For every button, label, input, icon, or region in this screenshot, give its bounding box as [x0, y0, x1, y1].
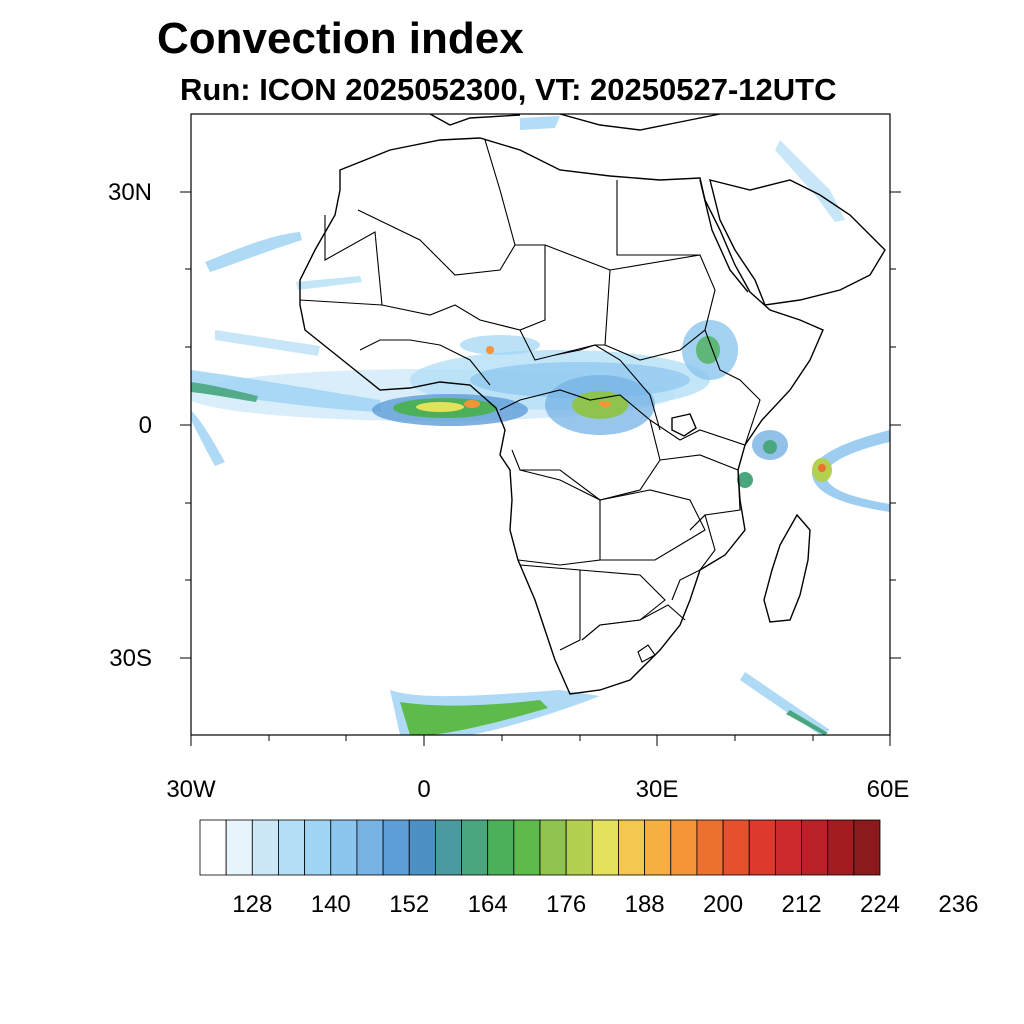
colorbar-box — [487, 819, 515, 876]
border-zambia — [599, 489, 706, 561]
border-south-africa — [581, 604, 686, 641]
colorbar-box — [330, 819, 358, 876]
colorbar-label: 188 — [625, 891, 665, 918]
colorbar-box — [565, 819, 593, 876]
convection-field — [191, 116, 890, 735]
colorbar-label: 236 — [938, 891, 978, 918]
levant-wisp — [775, 140, 845, 222]
colorbar-label: 212 — [782, 891, 822, 918]
colorbar-label: 164 — [468, 891, 508, 918]
country-borders — [299, 139, 761, 663]
colorbar-labels: 128 140 152 164 176 188 200 212 224 236 — [232, 891, 978, 918]
colorbar-box — [696, 819, 724, 876]
colorbar-box — [382, 819, 410, 876]
colorbar-box — [304, 819, 332, 876]
colorbar-box — [748, 819, 776, 876]
colorbar-box — [225, 819, 253, 876]
lat-labels: 30N 0 30S — [108, 179, 152, 672]
lon-label: 60E — [867, 776, 910, 803]
colorbar-label: 152 — [389, 891, 429, 918]
lat-label: 30S — [109, 645, 152, 672]
colorbar-box — [853, 819, 881, 876]
lon-label: 30W — [166, 776, 216, 803]
senegal-streak — [215, 330, 320, 356]
arabian-peninsula-coastline — [709, 179, 886, 306]
colorbar-label: 176 — [546, 891, 586, 918]
sahel-cell-orange — [486, 346, 494, 354]
lon-labels: 30W 0 30E 60E — [166, 776, 909, 803]
atlantic-plume-core — [191, 382, 258, 402]
border-namibia-botswana — [519, 564, 666, 651]
cyclone-spiral — [811, 430, 890, 512]
mediterranean-wisp — [520, 116, 560, 130]
colorbar-box — [670, 819, 698, 876]
indian-ocean-cell-core — [763, 440, 777, 454]
border-maghreb — [357, 139, 516, 276]
mediterranean-coast-europe — [429, 114, 721, 131]
mozambique-cell — [737, 472, 753, 488]
lon-label: 30E — [636, 776, 679, 803]
lake-victoria — [671, 413, 697, 437]
southern-front-core — [400, 700, 548, 735]
colorbar-box — [434, 819, 462, 876]
colorbar-box — [774, 819, 802, 876]
red-sea-coast — [699, 179, 749, 293]
map-subtitle: Run: ICON 2025052300, VT: 20250527-12UTC — [180, 72, 837, 107]
colorbar-label: 224 — [860, 891, 900, 918]
colorbar-box — [356, 819, 384, 876]
colorbar-box — [199, 819, 227, 876]
border-west-coast — [359, 339, 491, 386]
atlantic-plume — [191, 370, 382, 412]
colorbar-box — [251, 819, 279, 876]
border-mauritania — [299, 215, 383, 306]
border-chad-sudan — [544, 244, 611, 356]
colorbar-box — [644, 819, 672, 876]
colorbar-label: 140 — [311, 891, 351, 918]
border-angola — [517, 469, 601, 566]
colorbar-box — [461, 819, 489, 876]
sahel-cells — [460, 335, 540, 355]
congo-orange — [599, 401, 611, 407]
se-streak — [740, 672, 830, 735]
border-east-africa — [649, 329, 761, 446]
colorbar-box — [618, 819, 646, 876]
se-streak-core — [786, 710, 828, 735]
madagascar-coastline — [763, 513, 811, 623]
colorbar — [199, 819, 881, 876]
colorbar-box — [513, 819, 541, 876]
lon-label: 0 — [417, 776, 430, 803]
lat-label: 0 — [139, 412, 152, 439]
west-africa-streak — [296, 276, 362, 290]
border-sahel — [381, 244, 546, 331]
colorbar-box — [408, 819, 436, 876]
map-frame — [180, 113, 901, 746]
guinea-orange — [464, 400, 480, 408]
ethiopia-core — [696, 336, 720, 364]
lon-ticks — [190, 735, 891, 746]
guinea-yellow — [416, 402, 464, 412]
colorbar-box — [827, 819, 855, 876]
colorbar-box — [801, 819, 829, 876]
atlantic-plume-south — [191, 410, 225, 466]
colorbar-box — [591, 819, 619, 876]
border-central-africa — [519, 329, 661, 431]
border-lesotho — [637, 644, 656, 663]
border-tanzania — [659, 454, 741, 531]
colorbar-label: 200 — [703, 891, 743, 918]
map-title: Convection index — [157, 14, 524, 63]
lat-ticks — [180, 191, 901, 659]
lat-label: 30N — [108, 179, 152, 206]
north-atlantic-streak — [205, 232, 302, 272]
colorbar-label: 128 — [232, 891, 272, 918]
colorbar-box — [722, 819, 750, 876]
border-congo — [499, 389, 661, 501]
border-egypt-libya — [616, 180, 700, 256]
coastlines — [299, 114, 886, 695]
colorbar-box — [278, 819, 306, 876]
border-mozambique — [671, 513, 716, 601]
cyclone-eye — [818, 464, 826, 472]
colorbar-box — [539, 819, 567, 876]
